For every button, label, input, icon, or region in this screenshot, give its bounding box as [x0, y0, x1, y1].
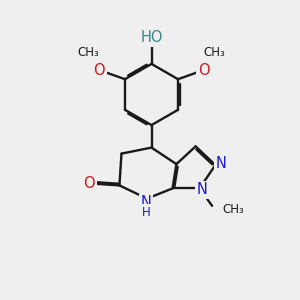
- Text: N: N: [196, 182, 207, 197]
- Text: HO: HO: [140, 30, 163, 45]
- Text: O: O: [83, 176, 95, 191]
- Text: O: O: [93, 63, 105, 78]
- Text: CH₃: CH₃: [78, 46, 100, 59]
- Text: CH₃: CH₃: [223, 203, 244, 216]
- Text: O: O: [198, 63, 210, 78]
- Text: H: H: [142, 206, 151, 219]
- Text: N: N: [216, 156, 227, 171]
- Text: CH₃: CH₃: [203, 46, 225, 59]
- Text: N: N: [141, 195, 152, 210]
